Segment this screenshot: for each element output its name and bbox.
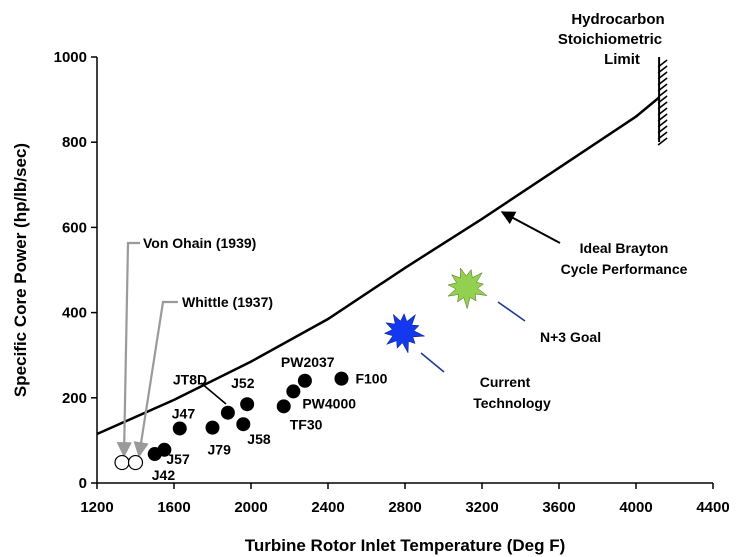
engine-label: PW2037 xyxy=(281,354,335,370)
engine-point xyxy=(220,405,235,420)
engine-label: J52 xyxy=(231,375,255,391)
engine-label: J42 xyxy=(152,467,176,483)
limit-hatch-stroke xyxy=(657,131,668,140)
engine-label: F100 xyxy=(355,371,387,387)
y-tick-label: 800 xyxy=(62,134,87,151)
x-tick-label: 3600 xyxy=(542,499,575,516)
limit-hatch-stroke xyxy=(657,59,668,68)
y-axis-title: Specific Core Power (hp/lb/sec) xyxy=(11,143,30,397)
ideal-brayton-label-line-2: Cycle Performance xyxy=(561,261,688,277)
early-engine-point xyxy=(114,454,130,471)
n3-goal-leader xyxy=(497,301,526,322)
ideal-brayton-arrow xyxy=(500,211,561,244)
x-tick-label: 4400 xyxy=(696,499,729,516)
engine-point xyxy=(172,421,187,436)
whittle-arrow xyxy=(133,300,178,458)
engine-label: J58 xyxy=(247,431,271,447)
x-tick-label: 2400 xyxy=(311,499,344,516)
current-technology-leader xyxy=(420,352,445,373)
early-engine-point xyxy=(127,454,144,471)
whittle-label: Whittle (1937) xyxy=(182,294,273,310)
stoichiometric-limit-hatch xyxy=(657,57,668,146)
stoichiometric-limit-label: Hydrocarbon Stoichiometric Limit xyxy=(558,11,665,68)
von-ohain-label: Von Ohain (1939) xyxy=(143,235,256,251)
y-tick-label: 400 xyxy=(62,305,87,322)
current-technology-group: Current Technology xyxy=(383,313,551,411)
early-engine-points xyxy=(114,454,144,471)
x-axis-title: Turbine Rotor Inlet Temperature (Deg F) xyxy=(245,536,566,555)
x-tick-label: 2800 xyxy=(388,499,421,516)
limit-label-line-2: Stoichiometric xyxy=(558,31,662,48)
limit-hatch-stroke xyxy=(657,89,668,98)
limit-hatch-stroke xyxy=(657,77,668,86)
engine-point xyxy=(157,442,172,457)
limit-label-line-1: Hydrocarbon xyxy=(571,11,664,28)
limit-hatch-stroke xyxy=(657,125,668,134)
n3-goal-group: N+3 Goal xyxy=(447,267,601,345)
limit-hatch-stroke xyxy=(657,137,668,146)
engine-label: J57 xyxy=(166,451,190,467)
y-tick-label: 0 xyxy=(79,475,87,492)
engine-label: J79 xyxy=(208,442,232,458)
engine-point xyxy=(276,399,291,414)
engine-point xyxy=(334,371,349,386)
jt8d-leader-line xyxy=(200,382,227,405)
x-tick-label: 2000 xyxy=(234,499,267,516)
ideal-brayton-annotation: Ideal Brayton Cycle Performance xyxy=(500,211,688,277)
x-tick-label: 4000 xyxy=(619,499,652,516)
x-tick-label: 1600 xyxy=(157,499,190,516)
von-ohain-arrow xyxy=(116,241,140,458)
limit-hatch-stroke xyxy=(657,95,668,104)
ideal-brayton-label-line-1: Ideal Brayton xyxy=(580,240,669,256)
limit-hatch-stroke xyxy=(657,119,668,128)
engine-points xyxy=(147,371,349,462)
limit-hatch-stroke xyxy=(657,107,668,116)
engine-point xyxy=(297,373,312,388)
von-ohain-annotation: Von Ohain (1939) xyxy=(116,235,256,458)
y-tick-label: 200 xyxy=(62,390,87,407)
limit-hatch-stroke xyxy=(657,71,668,80)
engine-point xyxy=(286,384,301,399)
current-technology-starburst xyxy=(383,313,426,354)
engine-point xyxy=(236,417,251,432)
x-tick-label: 1200 xyxy=(80,499,113,516)
limit-hatch-stroke xyxy=(657,83,668,92)
engine-label: PW4000 xyxy=(302,395,356,411)
x-tick-label: 3200 xyxy=(465,499,498,516)
limit-hatch-stroke xyxy=(657,65,668,74)
limit-hatch-stroke xyxy=(657,113,668,122)
limit-hatch-stroke xyxy=(657,101,668,110)
y-tick-label: 600 xyxy=(62,219,87,236)
ideal-brayton-curve xyxy=(96,96,660,436)
limit-label-line-3: Limit xyxy=(604,51,640,68)
y-tick-label: 1000 xyxy=(54,49,87,66)
n3-goal-starburst xyxy=(447,267,488,310)
whittle-annotation: Whittle (1937) xyxy=(133,294,273,458)
current-technology-label-line-2: Technology xyxy=(473,395,551,411)
engine-point xyxy=(240,397,255,412)
x-ticks: 1200 1600 2000 2400 2800 3200 3600 4000 4400 xyxy=(80,483,730,516)
engine-label: JT8D xyxy=(173,372,207,388)
engine-label: TF30 xyxy=(290,416,323,432)
n3-goal-label: N+3 Goal xyxy=(540,329,601,345)
current-technology-label-line-1: Current xyxy=(480,374,531,390)
y-ticks: 0 200 400 600 800 1000 xyxy=(54,49,97,492)
engine-point xyxy=(205,420,220,435)
engine-label: J47 xyxy=(172,405,196,421)
